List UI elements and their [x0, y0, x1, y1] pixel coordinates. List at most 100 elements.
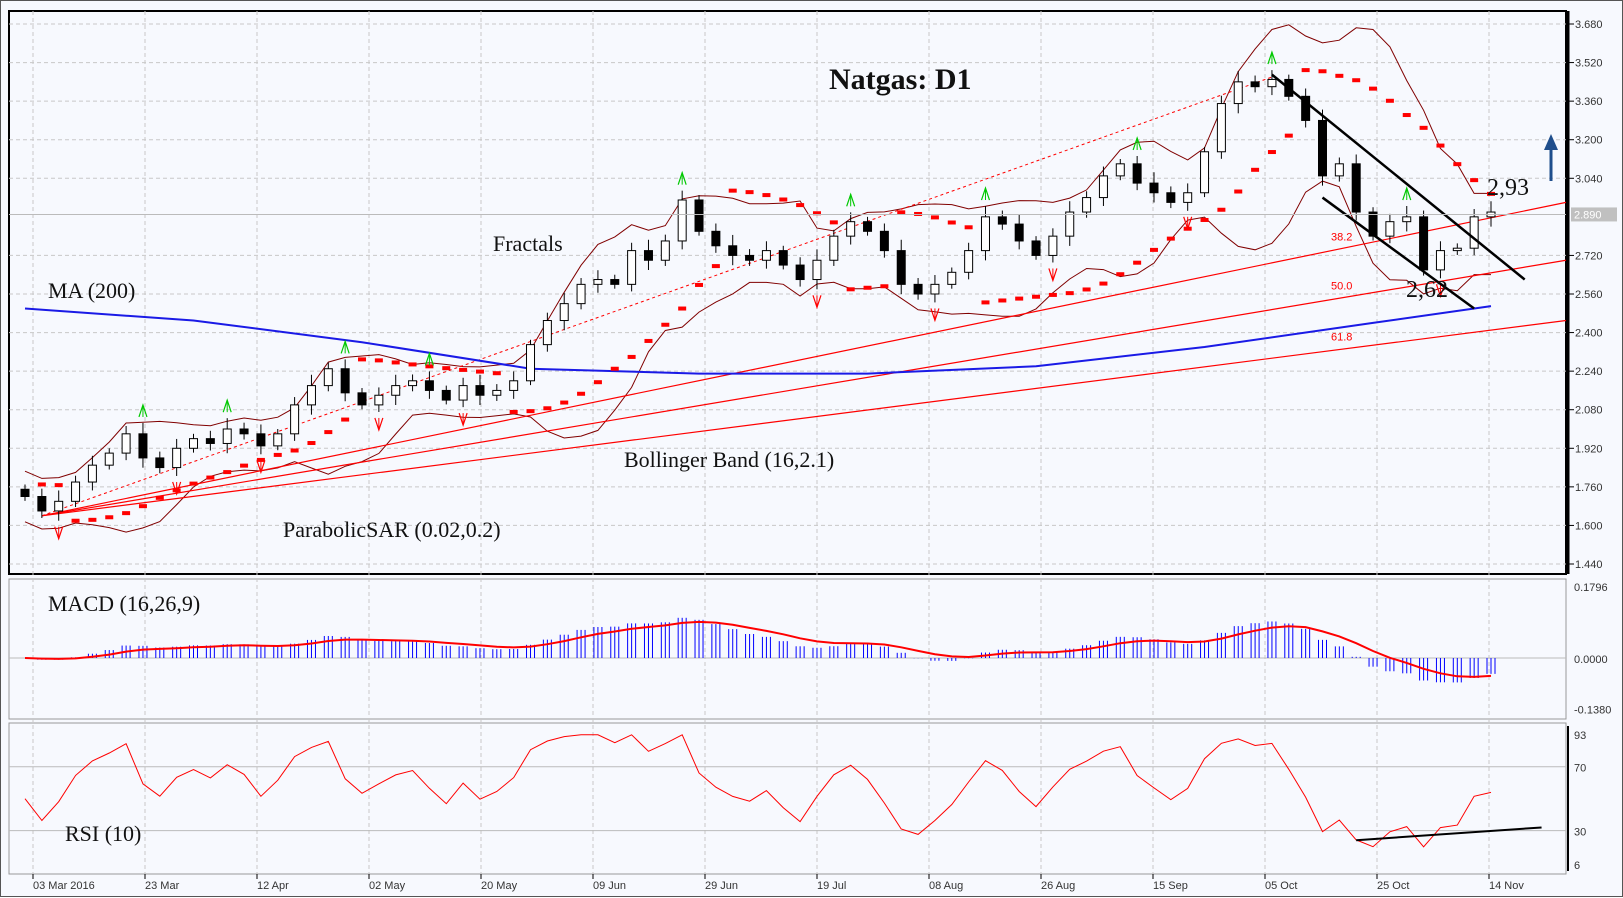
ma200-line — [24, 305, 1492, 375]
rsi-tick-label: 70 — [1574, 763, 1586, 775]
candle-body — [1250, 81, 1260, 88]
fractals-label: Fractals — [493, 231, 563, 256]
sar-dot — [846, 287, 855, 292]
sar-dot — [122, 511, 131, 516]
sar-dot — [273, 452, 282, 457]
sar-dot — [1149, 247, 1158, 252]
sar-dot — [1352, 78, 1361, 83]
candle-body — [1301, 95, 1311, 121]
sar-dot — [1470, 178, 1479, 183]
price-tick-label: 3.680 — [1575, 19, 1603, 31]
candle-body — [1065, 211, 1075, 237]
sar-dot — [1419, 125, 1428, 130]
sar-dot — [829, 220, 838, 225]
rsi-tick-label: 93 — [1574, 730, 1586, 742]
candle-body — [694, 199, 704, 232]
sar-dot — [138, 504, 147, 509]
candle-body — [1452, 247, 1462, 252]
candle-body — [627, 250, 637, 285]
candle-body — [829, 235, 839, 261]
rsi-trendline — [1356, 826, 1542, 842]
candle-body — [677, 199, 687, 242]
rsi-line — [24, 734, 1492, 848]
candle-body — [1031, 240, 1041, 256]
time-tick-label: 14 Nov — [1489, 880, 1524, 892]
price-tick-label: 3.040 — [1575, 173, 1603, 185]
candle-body — [155, 457, 165, 469]
candle-body — [172, 447, 182, 469]
sar-dot — [71, 518, 80, 523]
bollinger-label: Bollinger Band (16,2.1) — [624, 447, 834, 472]
time-tick-label: 20 May — [481, 880, 518, 892]
candle-body — [492, 389, 502, 396]
sar-dot — [1385, 98, 1394, 103]
macd-tick-label: -0.1380 — [1574, 704, 1611, 716]
candle-body — [1200, 151, 1210, 194]
macd-label: MACD (16,26,9) — [48, 591, 200, 616]
candle-body — [795, 264, 805, 281]
current-price-label: 2.890 — [1574, 209, 1602, 221]
macd-tick-label: 0.0000 — [1574, 654, 1608, 666]
candle-body — [980, 216, 990, 252]
price-tick-label: 3.360 — [1575, 96, 1603, 108]
candle-body — [660, 240, 670, 261]
candle-body — [1014, 223, 1024, 242]
chart-title: Natgas: D1 — [829, 63, 972, 96]
candle-body — [71, 481, 81, 502]
candle-body — [812, 259, 822, 281]
sar-dot — [408, 362, 417, 367]
sar-dot — [880, 284, 889, 289]
sar-dot — [1166, 236, 1175, 241]
candle-body — [964, 250, 974, 273]
sar-dot — [1065, 291, 1074, 296]
sar-dot — [1402, 113, 1411, 118]
time-tick-label: 25 Oct — [1377, 880, 1409, 892]
candle-body — [1082, 197, 1092, 213]
candle-body — [323, 368, 333, 387]
candle-body — [1419, 216, 1429, 271]
candle-body — [54, 500, 64, 512]
sar-dot — [1436, 143, 1445, 148]
candle-body — [997, 216, 1007, 225]
candle-body — [138, 433, 148, 459]
candle-body — [526, 344, 536, 382]
candle-body — [222, 428, 232, 444]
sar-dot — [1267, 150, 1276, 155]
candle-body — [290, 404, 300, 435]
candle-body — [256, 433, 266, 447]
candle-body — [357, 392, 367, 406]
sar-dot — [1099, 281, 1108, 286]
candle-body — [458, 385, 468, 401]
macd-signal-line — [24, 620, 1492, 678]
sar-dot — [610, 366, 619, 371]
sar-dot — [593, 380, 602, 385]
candle-body — [1267, 78, 1277, 88]
candle-body — [643, 250, 653, 261]
price-tick-label: 3.520 — [1575, 58, 1603, 70]
fib-fan-trend-line — [41, 76, 1273, 517]
candle-body — [728, 245, 738, 256]
candle-body — [340, 368, 350, 394]
price-tick-label: 1.600 — [1575, 520, 1603, 532]
time-tick-label: 12 Apr — [257, 880, 289, 892]
time-tick-label: 09 Jun — [593, 880, 626, 892]
sar-dot — [223, 470, 232, 475]
up-arrow-head-icon — [1544, 134, 1558, 150]
sar-dot — [1048, 292, 1057, 297]
rsi-label: RSI (10) — [65, 821, 141, 846]
sar-dot — [812, 211, 821, 216]
price-tick-label: 1.920 — [1575, 443, 1603, 455]
fib-fan-line — [41, 259, 1567, 517]
sar-dot — [105, 515, 114, 520]
sar-dot — [728, 188, 737, 193]
sar-dot — [1369, 86, 1378, 91]
time-tick-label: 15 Sep — [1153, 880, 1188, 892]
sar-dot — [1234, 189, 1243, 194]
sar-dot — [37, 482, 46, 487]
resistance-label: 2,93 — [1487, 175, 1529, 201]
sar-dot — [796, 203, 805, 208]
sar-dot — [1015, 296, 1024, 301]
candle-body — [20, 488, 30, 497]
sar-dot — [711, 264, 720, 269]
sar-dot — [492, 371, 501, 376]
